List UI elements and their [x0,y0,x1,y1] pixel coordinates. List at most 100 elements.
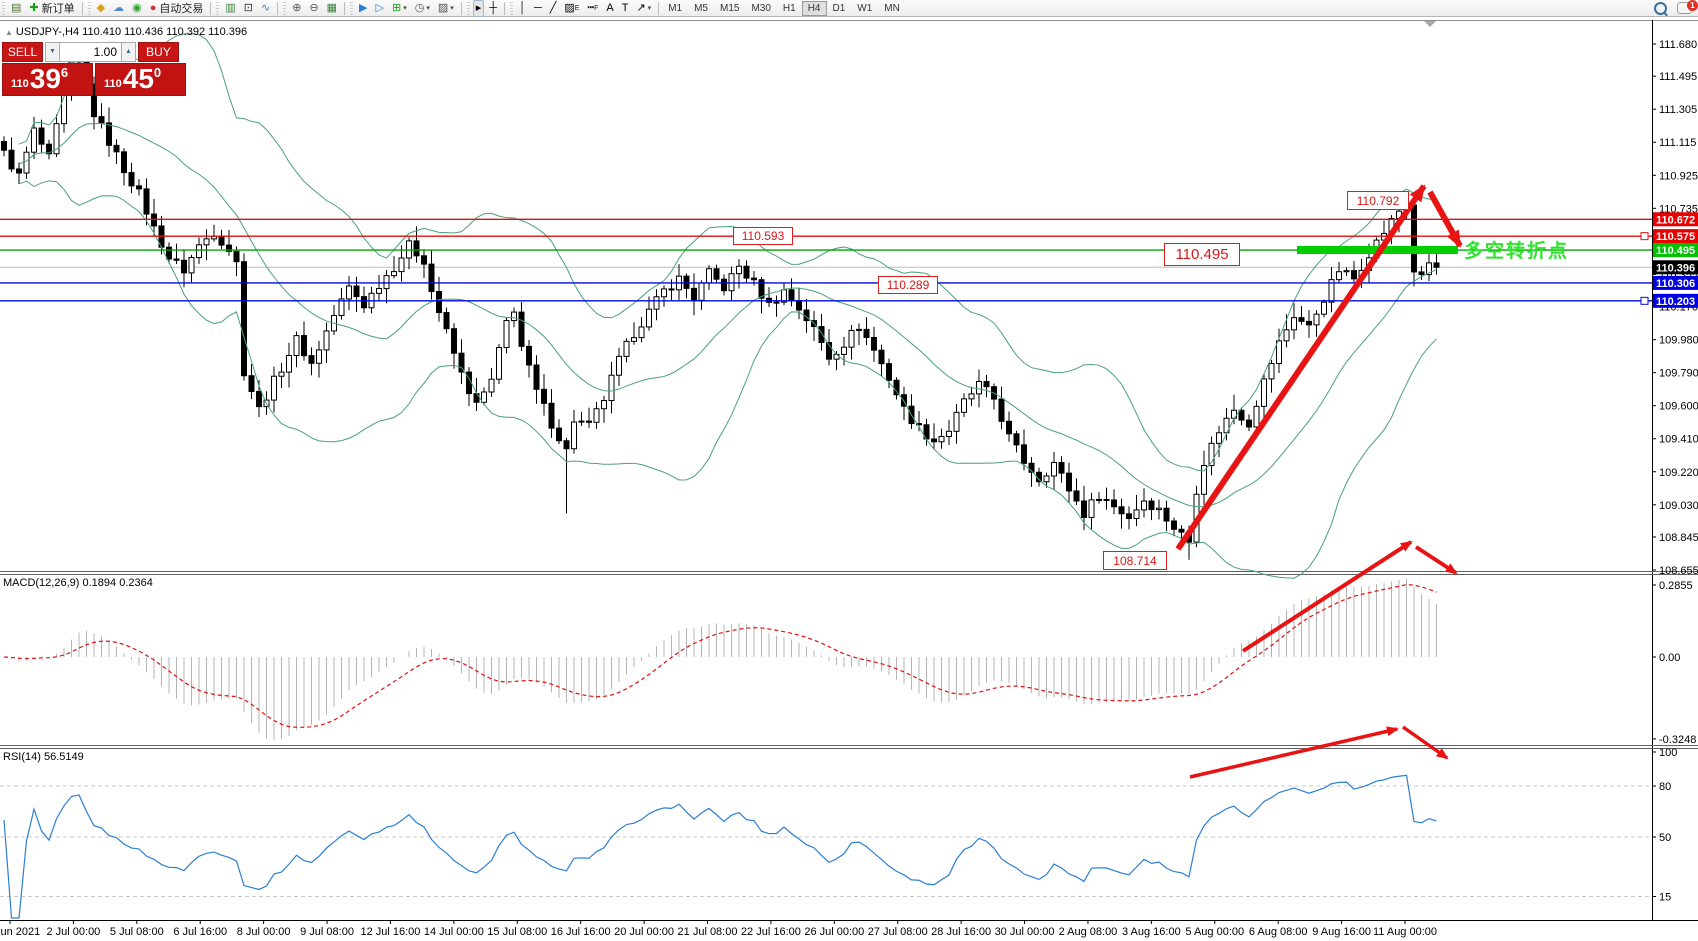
timeframe-button-MN[interactable]: MN [884,2,900,14]
label-icon: T [621,1,629,14]
macd-trend-arrow[interactable] [1241,540,1413,653]
volume-input[interactable]: 1.00 [60,42,121,62]
one-click-trading-panel: SELL ▼ 1.00 ▲ BUY 110 39 6 110 45 0 [2,42,188,96]
zoom-out-icon: ⊖ [309,1,319,14]
cloud-icon[interactable]: ☁ [110,1,127,16]
time-tick: 2 Aug 08:00 [1059,926,1118,938]
macd-trend-arrow[interactable] [1414,545,1458,575]
line-handle[interactable] [1640,296,1649,305]
chevron-down-icon: ▾ [450,5,454,12]
timeframe-button-D1[interactable]: D1 [832,2,846,14]
vline-icon: │ [519,1,526,14]
chart-canvas[interactable]: 111.680 111.495 111.305 111.115 110.925 110.7… [0,17,1698,941]
svg-text:110.396: 110.396 [1656,262,1695,274]
sell-button[interactable]: SELL [2,42,43,62]
text-icon[interactable]: A [603,1,616,16]
zoom-in-icon[interactable]: ⊕ [289,1,304,16]
periods-icon[interactable]: ◷ ▾ [412,1,433,16]
buy-price[interactable]: 110 45 0 [95,63,186,96]
chart-expand-icon[interactable]: ▲ [5,28,13,37]
toolbar: ▤ ✚ 新订单 ◆ ☁ ◉ ● 自动交易 ▥ ⊡ ∿ ⊕ ⊖ ▦ ▶ ▷ ⊞ ▾ ◷ ▾ ▨ ▾ ▸ ┼ │ ─ ╱ ▨ E ┅ F A T ↗ ▾… [0,0,1698,17]
macd-tick: 0.00 [1659,652,1680,664]
chevron-down-icon: ▾ [647,5,652,12]
line-handle[interactable] [1640,232,1649,241]
svg-text:110.306: 110.306 [1656,278,1695,290]
line-chart-icon[interactable]: ∿ [258,1,273,16]
shift-chart-icon[interactable]: ▷ [373,1,387,16]
turning-point-annotation[interactable]: 多空转折点 [1464,241,1570,262]
timeframe-button-M5[interactable]: M5 [694,2,708,14]
sell-price[interactable]: 110 39 6 [2,63,93,96]
rsi-indicator-label: RSI(14) 56.5149 [3,751,84,763]
price-tick: 111.305 [1659,104,1697,116]
trend-arrow[interactable] [1175,184,1427,551]
price-label-box[interactable]: 108.714 [1103,551,1167,570]
timeframe-button-W1[interactable]: W1 [857,2,873,14]
buy-button[interactable]: BUY [138,42,179,62]
chart-shift-marker[interactable] [1424,21,1436,27]
time-tick: 6 Aug 08:00 [1249,926,1308,938]
zoom-out-icon[interactable]: ⊖ [306,1,321,16]
trend-arrow[interactable] [1427,190,1463,248]
rsi-trend-arrow[interactable] [1401,725,1449,760]
equidistant-channel-icon[interactable]: ▨ E [564,1,580,14]
trendline-icon[interactable]: ╱ [547,1,560,16]
rsi-trend-arrow[interactable] [1189,726,1399,779]
chart-title: ▲ USDJPY-,H4 110.410 110.436 110.392 110.… [5,26,248,38]
price-label-box[interactable]: 110.792 [1347,191,1409,210]
time-tick: 12 Jul 16:00 [360,926,420,938]
timeframe-button-M15[interactable]: M15 [720,2,740,14]
time-tick: 20 Jul 00:00 [614,926,674,938]
signals-icon[interactable]: ◉ [129,1,145,16]
search-icon[interactable] [1654,1,1667,15]
time-tick: 22 Jul 16:00 [741,926,801,938]
timeframe-button-M30[interactable]: M30 [751,2,771,14]
timeframe-button-H4[interactable]: H4 [801,0,827,16]
indicators-icon[interactable]: ⊞ ▾ [389,1,410,16]
auto-scroll-icon: ▶ [359,1,368,14]
time-tick: 5 Aug 00:00 [1185,926,1244,938]
svg-text:110.495: 110.495 [1656,245,1695,257]
auto-scroll-icon[interactable]: ▶ [356,1,370,16]
chart-window[interactable]: 111.680 111.495 111.305 111.115 110.925 110.7… [0,17,1698,941]
volume-increase-button[interactable]: ▲ [121,42,136,62]
chevron-down-icon: ▾ [403,5,407,12]
hline-icon[interactable]: ─ [531,1,545,16]
time-tick: 9 Aug 16:00 [1312,926,1371,938]
timeframe-button-M1[interactable]: M1 [668,2,683,14]
notification-badge: 1 [1687,0,1698,11]
notifications-icon[interactable]: 1 [1677,0,1698,14]
crosshair-icon[interactable]: ┼ [486,1,500,16]
templates-icon[interactable]: ▨ ▾ [435,1,457,16]
chevron-down-icon: ▾ [426,5,430,12]
rsi-tick: 100 [1659,747,1677,759]
candlestick-icon[interactable]: ⊡ [241,1,256,16]
bar-chart-icon[interactable]: ▥ [222,1,238,16]
trendline-icon: ╱ [549,1,557,14]
time-tick: 27 Jul 08:00 [868,926,928,938]
tile-windows-icon[interactable]: ▦ [324,1,340,16]
price-label-box[interactable]: 110.289 [878,276,938,294]
text-label-icon[interactable]: T [619,1,632,16]
volume-decrease-button[interactable]: ▼ [45,42,60,62]
autotrade-button[interactable]: ● 自动交易 [149,1,204,16]
time-tick: 11 Aug 00:00 [1373,926,1437,938]
cursor-icon[interactable]: ▸ [472,0,485,17]
time-tick: 26 Jul 00:00 [804,926,864,938]
svg-text:110.672: 110.672 [1656,214,1695,226]
new-chart-icon: ▤ [11,1,22,14]
candlestick-icon: ⊡ [243,1,253,14]
price-tag [1653,229,1698,244]
fibonacci-icon[interactable]: ┅ F [587,1,599,14]
templates-icon: ▨ [437,1,449,14]
new-chart-icon[interactable]: ▤ [8,1,24,16]
profile-icon[interactable]: ◆ [94,1,108,16]
timeframe-button-H1[interactable]: H1 [782,2,796,14]
vline-icon[interactable]: │ [516,1,529,16]
arrows-icon[interactable]: ↗ ▾ [633,1,654,16]
price-tick: 109.410 [1659,434,1698,446]
autotrade-icon: ● [149,1,157,14]
price-label-box[interactable]: 110.593 [733,227,793,245]
new-order-button[interactable]: ✚ 新订单 [29,1,75,16]
price-label-box[interactable]: 110.495 [1164,243,1240,266]
